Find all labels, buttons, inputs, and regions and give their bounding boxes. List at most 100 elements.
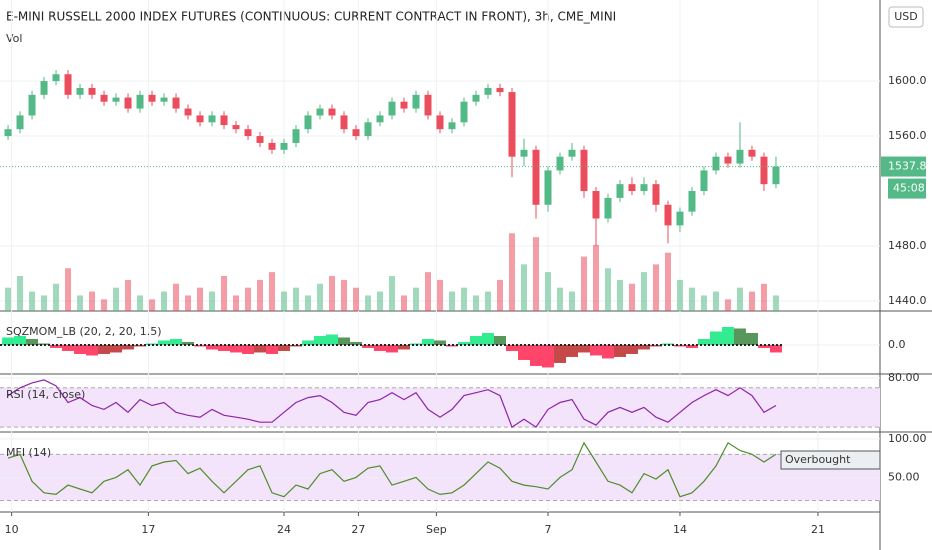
pane-title: SQZMOM_LB (20, 2, 20, 1.5) — [6, 325, 162, 338]
volume-bar — [89, 291, 96, 311]
y-tick-label: 0.0 — [888, 338, 906, 351]
candle-body — [268, 142, 276, 150]
candle-body — [640, 184, 648, 192]
candle-body — [316, 108, 324, 116]
momentum-bar — [302, 340, 315, 345]
volume-bar — [5, 287, 12, 311]
momentum-bar — [62, 344, 75, 351]
currency-button[interactable] — [888, 6, 924, 28]
volume-bar — [41, 295, 48, 311]
momentum-bar — [673, 344, 686, 347]
candle-body — [688, 191, 696, 212]
momentum-bar — [242, 344, 255, 354]
volume-bar — [676, 279, 683, 311]
volume-bar — [173, 283, 180, 311]
momentum-bar — [529, 344, 542, 366]
y-tick-label: 1480.0 — [888, 239, 927, 252]
volume-bar — [592, 244, 599, 311]
candle-body — [568, 149, 576, 157]
volume-bar — [544, 272, 551, 311]
candle-body — [676, 211, 684, 226]
volume-bar — [125, 279, 132, 311]
candle-body — [628, 184, 636, 192]
candle-body — [232, 125, 240, 130]
candle-body — [160, 97, 168, 102]
momentum-bar — [230, 344, 243, 353]
y-tick-label: 1600.0 — [888, 74, 927, 87]
momentum-bar — [122, 344, 135, 350]
volume-bar — [664, 252, 671, 311]
candle-body — [292, 129, 300, 143]
momentum-bar — [86, 344, 99, 356]
momentum-bar — [422, 338, 435, 345]
volume-bar — [113, 287, 120, 311]
volume-bar — [65, 268, 72, 311]
momentum-bar — [601, 344, 614, 359]
y-tick-label: 50.00 — [888, 470, 920, 483]
band-fill — [0, 387, 880, 428]
candle-body — [412, 94, 420, 109]
candle-body — [652, 184, 660, 205]
volume-bar — [652, 264, 659, 311]
candle-body — [484, 87, 492, 95]
candle-body — [724, 156, 732, 164]
momentum-bar — [757, 344, 770, 348]
volume-bar — [724, 299, 731, 311]
y-tick-label: 1560.0 — [888, 129, 927, 142]
volume-bar — [389, 276, 396, 311]
volume-bar — [520, 264, 527, 311]
momentum-bar — [374, 344, 387, 351]
momentum-bar — [505, 344, 518, 351]
momentum-bar — [386, 344, 399, 353]
momentum-bar — [613, 344, 626, 357]
candle-body — [16, 115, 24, 130]
volume-bar — [161, 291, 168, 311]
candle-body — [760, 156, 768, 185]
x-tick-label: Sep — [426, 523, 447, 536]
volume-bar — [604, 268, 611, 311]
x-tick-label: 17 — [141, 523, 155, 536]
candle-body — [28, 94, 36, 116]
candle-body — [664, 204, 672, 226]
volume-bar — [197, 287, 204, 311]
x-tick-label: 24 — [277, 523, 291, 536]
momentum-bar — [565, 344, 578, 357]
momentum-bar — [170, 338, 183, 345]
momentum-bar — [434, 340, 446, 345]
momentum-bar — [14, 335, 27, 345]
volume-bar — [137, 295, 144, 311]
momentum-bar — [254, 344, 267, 353]
volume-bar — [413, 287, 420, 311]
y-tick-label: 80.00 — [888, 371, 920, 384]
candle-body — [736, 149, 744, 164]
volume-bar — [281, 291, 288, 311]
momentum-bar — [541, 344, 554, 368]
volume-bar — [700, 295, 707, 311]
candle-body — [520, 149, 528, 157]
volume-label: Vol — [6, 32, 22, 45]
volume-bar — [341, 279, 348, 311]
volume-bar — [760, 283, 767, 311]
candle-body — [304, 115, 312, 130]
currency[interactable]: USD — [894, 10, 918, 23]
momentum-bar — [266, 344, 279, 354]
volume-bar — [568, 291, 575, 311]
candle-body — [532, 149, 540, 205]
volume-bar — [460, 287, 467, 311]
momentum-bar — [158, 340, 171, 345]
volume-bar — [401, 295, 408, 311]
volume-bar — [736, 287, 743, 311]
candle-body — [604, 197, 612, 219]
momentum-bar — [553, 344, 566, 363]
countdown: 45:08 — [893, 182, 925, 195]
candle-body — [280, 142, 288, 150]
candle-body — [424, 94, 432, 116]
candle-body — [196, 115, 204, 123]
volume-bar — [149, 299, 156, 311]
volume-bar — [508, 233, 515, 311]
volume-bar — [17, 276, 24, 311]
volume-bar — [532, 237, 539, 311]
candle-body — [100, 94, 108, 102]
momentum-bar — [649, 344, 662, 347]
indicator-line — [7, 379, 777, 429]
